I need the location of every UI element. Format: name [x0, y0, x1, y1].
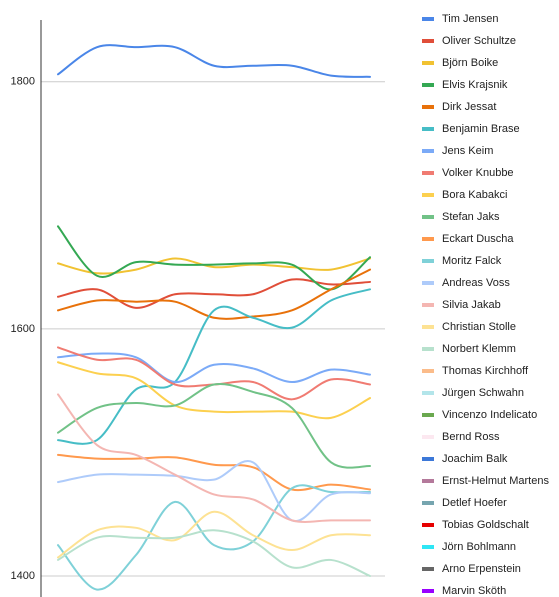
- legend-swatch: [422, 61, 434, 65]
- series-line: [57, 44, 371, 78]
- series-line: [57, 510, 371, 559]
- legend-swatch: [422, 457, 434, 461]
- series-line: [57, 460, 371, 522]
- series-line: [57, 361, 371, 420]
- legend-label: Volker Knubbe: [442, 167, 514, 179]
- series-line: [57, 453, 371, 492]
- series-line: [57, 225, 371, 291]
- legend-label: Björn Boike: [442, 57, 498, 69]
- y-tick-label: 1400: [11, 570, 35, 582]
- legend-swatch: [422, 17, 434, 21]
- series-line: [57, 352, 371, 384]
- legend-label: Norbert Klemm: [442, 343, 516, 355]
- legend-swatch: [422, 523, 434, 527]
- legend-swatch: [422, 105, 434, 109]
- legend-label: Elvis Krajsnik: [442, 79, 508, 91]
- legend-label: Detlef Hoefer: [442, 497, 507, 509]
- legend-swatch: [422, 149, 434, 153]
- legend-swatch: [422, 325, 434, 329]
- legend-swatch: [422, 127, 434, 131]
- legend-swatch: [422, 369, 434, 373]
- legend-swatch: [422, 501, 434, 505]
- legend-swatch: [422, 303, 434, 307]
- legend-label: Benjamin Brase: [442, 123, 520, 135]
- legend-swatch: [422, 259, 434, 263]
- legend-swatch: [422, 39, 434, 43]
- legend-label: Tim Jensen: [442, 13, 498, 25]
- legend-swatch: [422, 193, 434, 197]
- series-line: [57, 484, 371, 591]
- legend-label: Dirk Jessat: [442, 101, 496, 113]
- legend-swatch: [422, 281, 434, 285]
- legend-swatch: [422, 215, 434, 219]
- series-line: [57, 529, 371, 577]
- series-line: [57, 268, 371, 320]
- legend-swatch: [422, 567, 434, 571]
- legend-label: Eckart Duscha: [442, 233, 514, 245]
- legend-swatch: [422, 171, 434, 175]
- legend-label: Joachim Balk: [442, 453, 508, 465]
- legend-label: Jörn Bohlmann: [442, 541, 516, 553]
- legend-swatch: [422, 347, 434, 351]
- legend-label: Tobias Goldschalt: [442, 519, 529, 531]
- series-line: [57, 288, 371, 445]
- legend-swatch: [422, 413, 434, 417]
- y-tick-label: 1600: [11, 323, 35, 335]
- y-tick-label: 1800: [11, 76, 35, 88]
- legend-label: Stefan Jaks: [442, 211, 500, 223]
- legend-label: Christian Stolle: [442, 321, 516, 333]
- legend-label: Bora Kabakci: [442, 189, 507, 201]
- legend-label: Oliver Schultze: [442, 35, 516, 47]
- legend-swatch: [422, 479, 434, 483]
- legend-label: Jürgen Schwahn: [442, 387, 524, 399]
- legend-label: Silvia Jakab: [442, 299, 501, 311]
- legend-swatch: [422, 391, 434, 395]
- series-line: [57, 382, 371, 469]
- legend-swatch: [422, 435, 434, 439]
- legend-label: Bernd Ross: [442, 431, 500, 443]
- legend-label: Ernst-Helmut Martens: [442, 475, 549, 487]
- legend-label: Thomas Kirchhoff: [442, 365, 529, 377]
- legend-swatch: [422, 83, 434, 87]
- legend-label: Arno Erpenstein: [442, 563, 521, 575]
- legend-label: Jens Keim: [442, 145, 493, 157]
- legend-label: Marvin Sköth: [442, 585, 506, 597]
- legend-swatch: [422, 237, 434, 241]
- legend-swatch: [422, 545, 434, 549]
- series-line: [57, 393, 371, 523]
- legend-label: Moritz Falck: [442, 255, 502, 267]
- series-line: [57, 278, 371, 309]
- series-line: [57, 257, 371, 275]
- legend-label: Vincenzo Indelicato: [442, 409, 537, 421]
- legend-label: Andreas Voss: [442, 277, 510, 289]
- legend-swatch: [422, 589, 434, 593]
